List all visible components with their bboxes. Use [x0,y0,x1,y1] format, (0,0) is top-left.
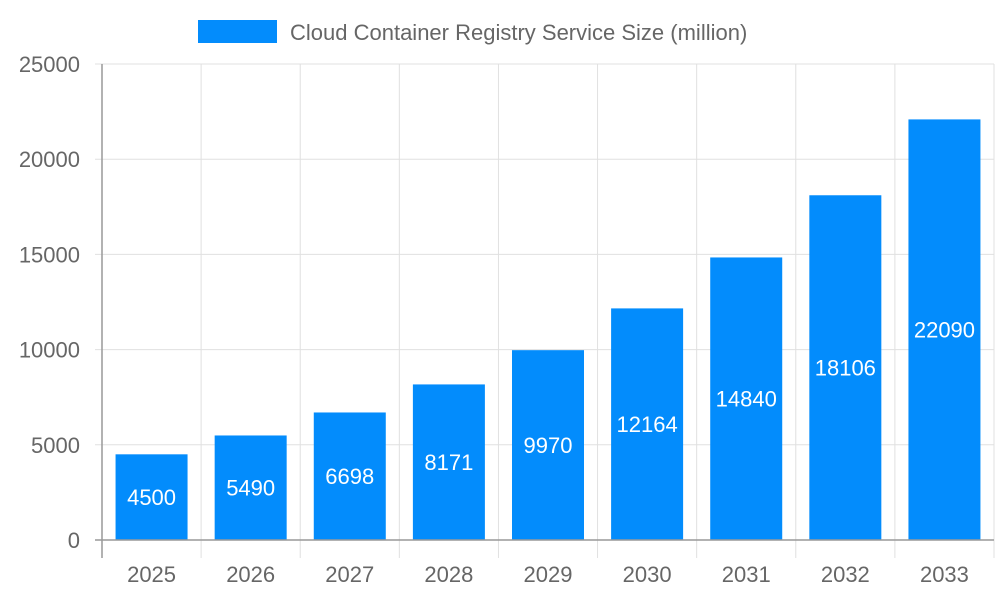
bar[interactable] [512,350,584,540]
bar-value-label: 12164 [617,412,678,437]
y-tick-label: 25000 [19,52,80,77]
legend-swatch [198,20,277,43]
bar[interactable] [214,435,287,540]
x-tick-label: 2026 [226,562,275,587]
bar-value-label: 9970 [524,433,573,458]
bar[interactable] [710,257,783,540]
x-tick-label: 2032 [821,562,870,587]
y-tick-label: 5000 [31,433,80,458]
x-tick-label: 2027 [325,562,374,587]
y-tick-label: 0 [68,528,80,553]
bar[interactable] [809,195,882,540]
y-tick-label: 10000 [19,338,80,363]
legend-label: Cloud Container Registry Service Size (m… [290,20,747,45]
bar-value-label: 4500 [127,485,176,510]
x-tick-label: 2025 [127,562,176,587]
bars: 4500 5490 6698 8171 9970 12164 14840 18106 22090 [115,119,981,540]
bar-value-label: 5490 [226,476,275,501]
bar[interactable] [412,384,485,540]
bar-value-label: 8171 [424,450,473,475]
bar-value-label: 6698 [325,464,374,489]
axes: 0 5000 10000 15000 20000 25000 2025 2026 2027 202… [19,52,994,587]
x-tick-label: 2029 [524,562,573,587]
bar[interactable] [611,308,684,540]
bar-value-label: 22090 [914,318,975,343]
bar[interactable] [115,454,188,540]
x-tick-label: 2031 [722,562,771,587]
x-tick-label: 2033 [920,562,969,587]
y-tick-label: 20000 [19,147,80,172]
bar-value-label: 18106 [815,356,876,381]
y-tick-label: 15000 [19,242,80,267]
x-tick-label: 2030 [623,562,672,587]
grid [95,63,995,558]
bar[interactable] [313,412,386,540]
bar[interactable] [908,119,981,540]
bar-value-label: 14840 [716,387,777,412]
legend[interactable]: Cloud Container Registry Service Size (m… [198,20,747,45]
x-tick-label: 2028 [424,562,473,587]
